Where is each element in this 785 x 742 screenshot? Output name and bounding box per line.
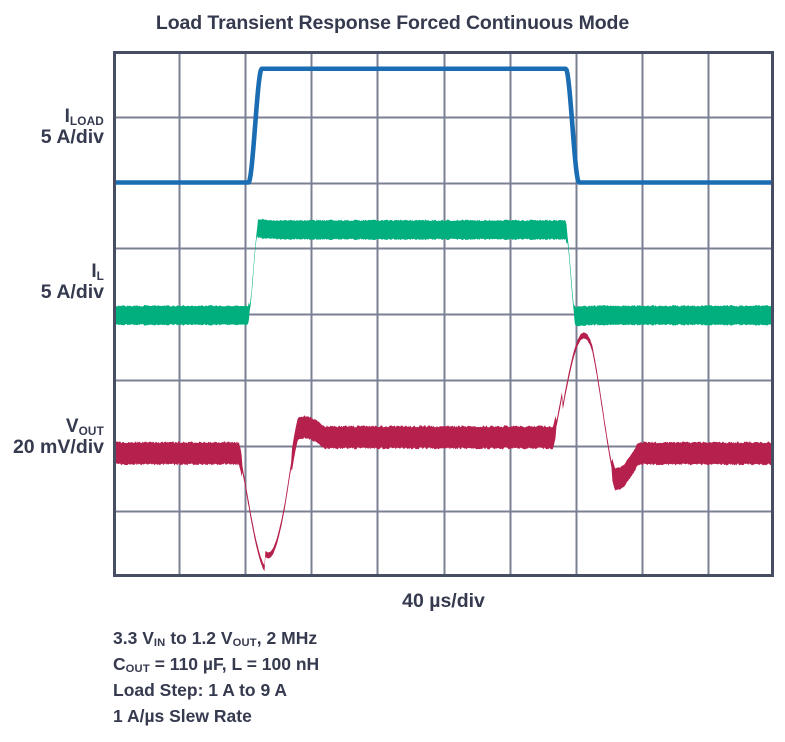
x-axis-label: 40 µs/div	[402, 590, 485, 612]
caption-line-4: 1 A/µs Slew Rate	[113, 705, 252, 726]
channel-scale-iload: 5 A/div	[40, 126, 104, 149]
channel-name-iload: ILOAD	[64, 106, 104, 128]
chart-title: Load Transient Response Forced Continuou…	[155, 12, 630, 34]
caption-line-3: Load Step: 1 A to 9 A	[113, 679, 288, 700]
channel-name-il: IL	[91, 261, 104, 283]
channel-label-iload: ILOAD 5 A/div	[0, 106, 104, 149]
caption-line-1: 3.3 VIN to 1.2 VOUT, 2 MHz	[113, 628, 318, 650]
chart-caption: 3.3 VIN to 1.2 VOUT, 2 MHz COUT = 110 µF…	[113, 626, 319, 730]
channel-label-vout: VOUT 20 mV/div	[0, 416, 104, 459]
channel-scale-il: 5 A/div	[40, 281, 104, 304]
channel-label-il: IL 5 A/div	[0, 261, 104, 304]
caption-line-2: COUT = 110 µF, L = 100 nH	[113, 653, 320, 676]
plot-area	[113, 51, 774, 577]
channel-name-vout: VOUT	[65, 416, 104, 438]
channel-scale-vout: 20 mV/div	[12, 436, 104, 459]
waveform-traces	[113, 66, 774, 572]
